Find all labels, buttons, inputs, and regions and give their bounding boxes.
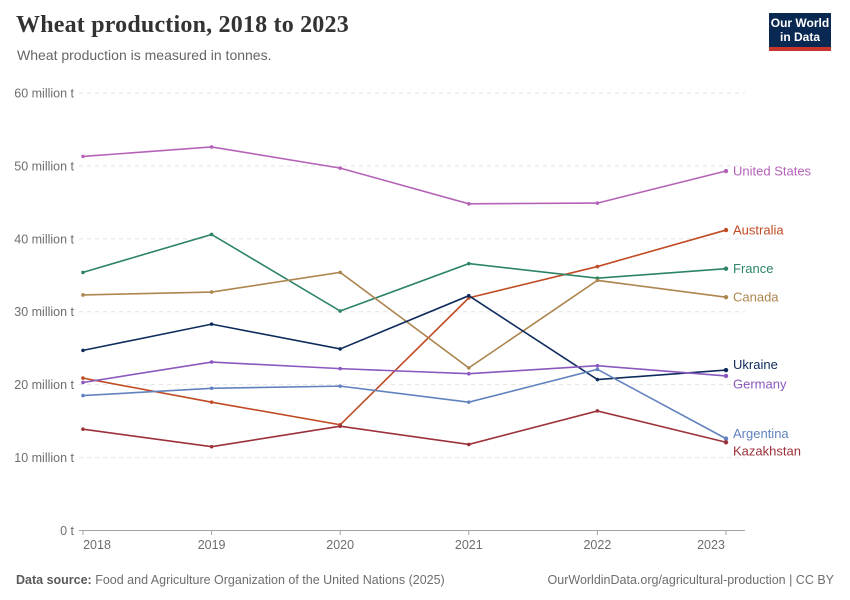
y-axis-label: 50 million t (14, 159, 74, 173)
owid-logo-line2: in Data (779, 30, 820, 44)
point-germany-2020[interactable] (338, 366, 343, 371)
y-axis-label: 60 million t (14, 86, 74, 100)
point-ukraine-2019[interactable] (209, 322, 214, 326)
point-ukraine-2022[interactable] (595, 377, 600, 382)
line-argentina[interactable] (82, 368, 727, 440)
chart-header: Wheat production, 2018 to 2023 Wheat pro… (16, 12, 750, 63)
line-kazakhstan[interactable] (82, 410, 727, 448)
point-argentina-2018[interactable] (81, 393, 85, 398)
line-australia[interactable] (82, 229, 727, 426)
point-kazakhstan-2020[interactable] (338, 424, 343, 429)
series-label-united-states[interactable]: United States (733, 164, 812, 179)
point-argentina-2019[interactable] (209, 386, 214, 391)
point-united-states-2022[interactable] (595, 201, 600, 205)
line-ukraine[interactable] (82, 294, 727, 381)
point-canada-2023[interactable] (723, 294, 729, 300)
y-axis-label: 40 million t (14, 232, 74, 246)
point-united-states-2019[interactable] (209, 145, 214, 149)
line-france[interactable] (82, 233, 727, 312)
point-germany-2018[interactable] (81, 380, 85, 385)
point-australia-2018[interactable] (81, 376, 85, 380)
series-label-australia[interactable]: Australia (733, 223, 784, 238)
y-axis-label: 10 million t (14, 451, 74, 465)
point-argentina-2020[interactable] (338, 384, 343, 388)
data-source-label: Data source: (16, 573, 92, 587)
point-united-states-2023[interactable] (723, 168, 729, 174)
point-kazakhstan-2019[interactable] (209, 444, 214, 449)
point-canada-2021[interactable] (467, 366, 471, 370)
point-france-2018[interactable] (81, 270, 85, 275)
point-australia-2022[interactable] (595, 264, 600, 269)
point-kazakhstan-2021[interactable] (467, 442, 471, 447)
series-label-ukraine[interactable]: Ukraine (733, 357, 778, 372)
line-united-states[interactable] (82, 146, 727, 205)
credit-link[interactable]: OurWorldinData.org/agricultural-producti… (547, 573, 834, 587)
point-argentina-2023[interactable] (723, 436, 729, 441)
point-france-2019[interactable] (209, 232, 214, 237)
point-germany-2022[interactable] (595, 363, 600, 368)
data-source-note: Data source: Food and Agriculture Organi… (16, 573, 445, 587)
x-axis-label: 2021 (455, 538, 483, 552)
point-australia-2019[interactable] (209, 400, 214, 404)
point-kazakhstan-2023[interactable] (723, 440, 729, 445)
point-argentina-2021[interactable] (467, 400, 471, 404)
point-kazakhstan-2022[interactable] (595, 409, 600, 413)
point-ukraine-2020[interactable] (338, 347, 343, 351)
data-source-text: Food and Agriculture Organization of the… (91, 573, 445, 587)
point-ukraine-2018[interactable] (81, 348, 85, 353)
point-ukraine-2021[interactable] (467, 293, 471, 298)
x-axis-label: 2019 (198, 538, 226, 552)
point-australia-2023[interactable] (723, 227, 729, 233)
line-germany[interactable] (82, 361, 727, 384)
y-axis-label: 20 million t (14, 378, 74, 392)
x-axis-label: 2022 (583, 538, 611, 552)
owid-logo[interactable]: Our World in Data (769, 13, 831, 51)
x-axis-label: 2023 (697, 538, 725, 552)
series-label-canada[interactable]: Canada (733, 290, 779, 305)
series-label-argentina[interactable]: Argentina (733, 426, 789, 441)
x-axis-label: 2020 (326, 538, 354, 552)
series-label-germany[interactable]: Germany (733, 376, 787, 391)
point-germany-2021[interactable] (467, 371, 471, 376)
chart-footer: Data source: Food and Agriculture Organi… (16, 573, 834, 587)
point-germany-2019[interactable] (209, 360, 214, 364)
line-canada[interactable] (82, 271, 727, 369)
point-france-2023[interactable] (723, 266, 729, 271)
point-france-2020[interactable] (338, 309, 343, 313)
point-canada-2018[interactable] (81, 293, 85, 297)
point-canada-2022[interactable] (595, 278, 600, 283)
point-canada-2020[interactable] (338, 270, 343, 275)
series-label-france[interactable]: France (733, 261, 773, 276)
chart-subtitle: Wheat production is measured in tonnes. (17, 47, 272, 63)
x-axis-label: 2018 (83, 538, 111, 552)
point-united-states-2020[interactable] (338, 166, 343, 170)
owid-logo-line1: Our World (770, 16, 830, 30)
point-france-2021[interactable] (467, 261, 471, 266)
point-argentina-2022[interactable] (595, 367, 600, 372)
chart-title: Wheat production, 2018 to 2023 (16, 12, 349, 38)
point-united-states-2018[interactable] (81, 154, 85, 159)
y-axis-label: 30 million t (14, 305, 74, 319)
point-canada-2019[interactable] (209, 290, 214, 294)
point-ukraine-2023[interactable] (723, 367, 729, 373)
point-kazakhstan-2018[interactable] (81, 427, 85, 431)
point-germany-2023[interactable] (723, 373, 729, 379)
series-label-kazakhstan[interactable]: Kazakhstan (733, 443, 801, 458)
point-united-states-2021[interactable] (467, 202, 471, 206)
y-axis-label: 0 t (60, 524, 74, 538)
